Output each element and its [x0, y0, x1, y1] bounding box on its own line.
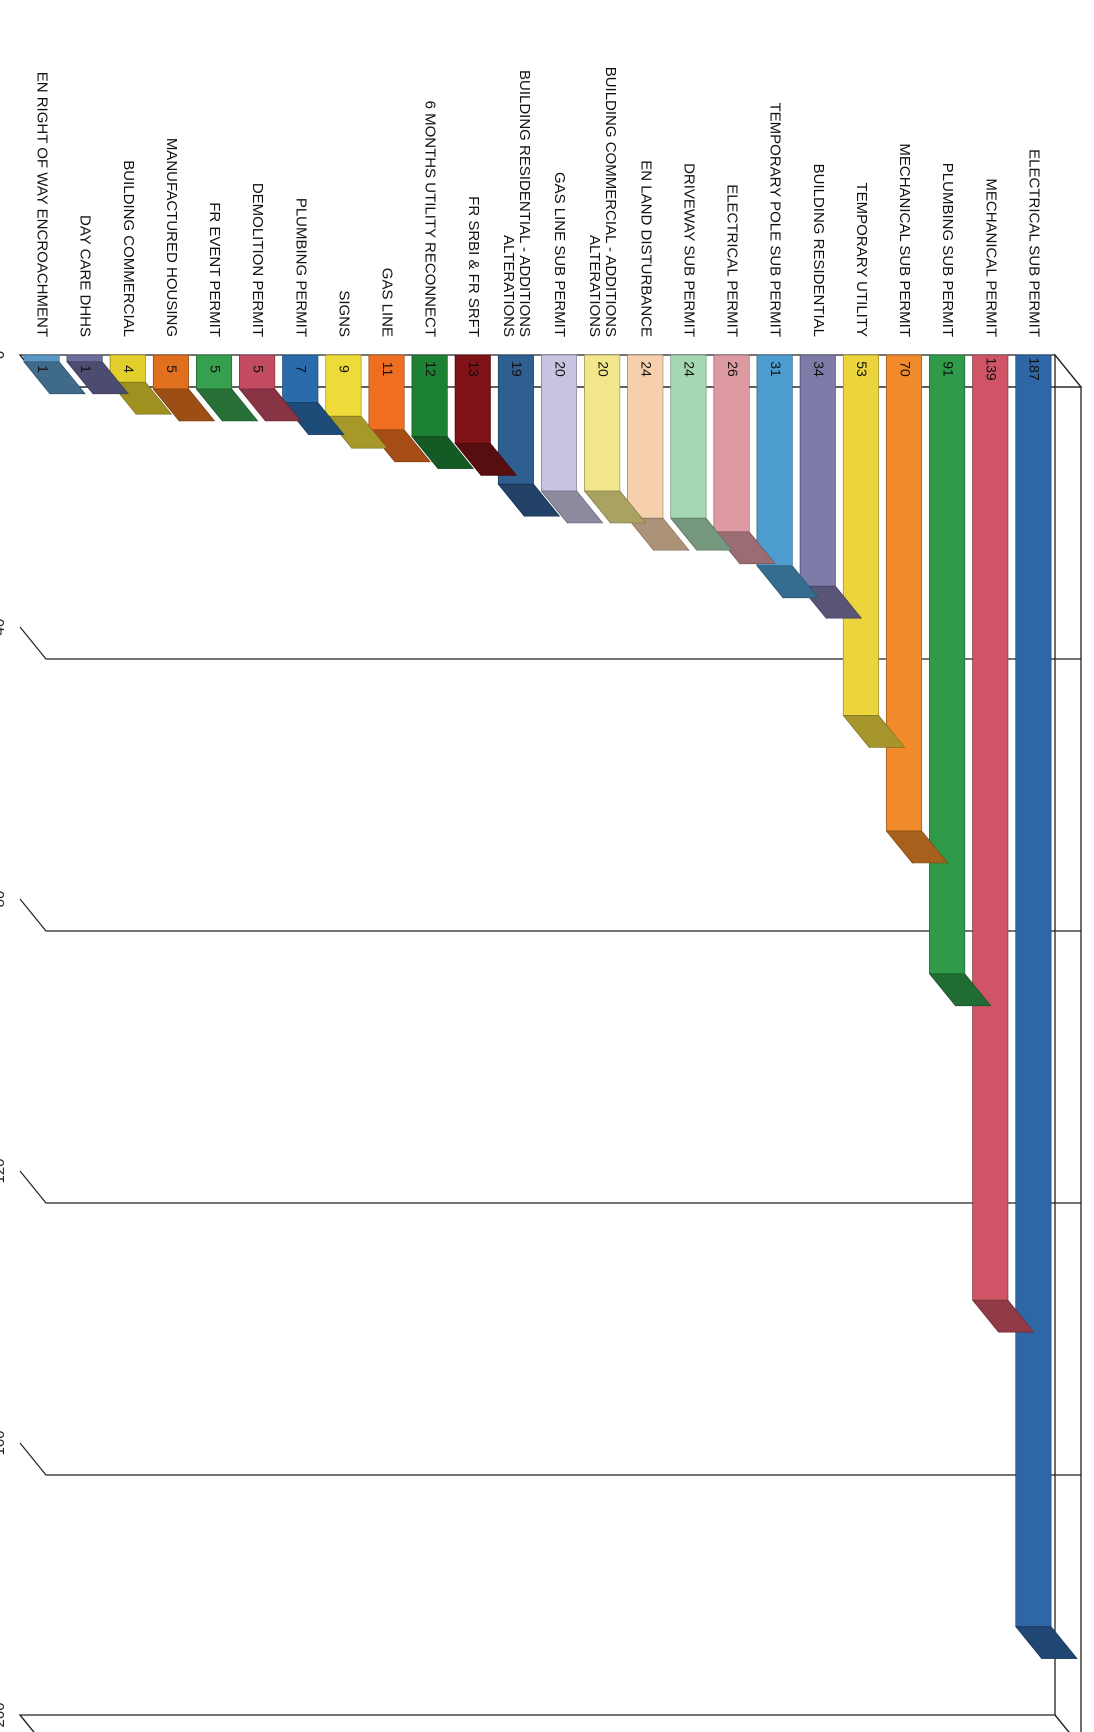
bar — [929, 354, 966, 975]
bar-end — [497, 483, 561, 517]
data-label: 139 — [984, 357, 1000, 381]
data-label: 31 — [768, 361, 784, 377]
bar — [713, 354, 750, 533]
gridline — [19, 1442, 1081, 1476]
category-label: BUILDING COMMERCIAL - ADDITIONS — [602, 67, 619, 337]
category-label: DEMOLITION PERMIT — [249, 183, 266, 337]
bar-end — [1015, 1626, 1078, 1659]
bar — [886, 354, 923, 832]
x-tick-label: 120 — [0, 1158, 8, 1183]
x-tick-label: 160 — [0, 1430, 8, 1455]
category-label: DAY CARE DHHS — [77, 215, 94, 337]
bar-end — [842, 715, 906, 748]
bar-end — [282, 402, 345, 435]
bar-end — [972, 1299, 1035, 1333]
chart-end-wall — [18, 1714, 1083, 1732]
bar-end — [670, 517, 733, 551]
category-label: BUILDING RESIDENTIAL - ADDITIONS — [516, 70, 533, 337]
bar — [23, 354, 60, 363]
data-label: 7 — [294, 365, 310, 373]
category-label: TEMPORARY POLE SUB PERMIT — [767, 103, 784, 338]
category-label: PLUMBING SUB PERMIT — [939, 163, 956, 337]
bar-end — [325, 415, 388, 449]
data-label: 13 — [466, 361, 482, 377]
data-label: 91 — [940, 361, 956, 377]
bar-end — [238, 388, 302, 422]
bar — [627, 354, 664, 519]
category-label: ALTERATIONS — [500, 235, 517, 337]
category-label: FR SRBI & FR SRFT — [465, 196, 482, 337]
data-label: 1 — [78, 365, 94, 373]
bar-end — [928, 973, 992, 1007]
bar-end — [66, 361, 129, 395]
x-tick-label: 80 — [0, 891, 8, 908]
category-label: SIGNS — [335, 290, 352, 337]
chart-back-wall — [1054, 353, 1082, 1732]
category-label: DRIVEWAY SUB PERMIT — [680, 163, 697, 337]
bar-end — [713, 531, 776, 565]
data-label: 24 — [639, 361, 655, 377]
bar — [842, 354, 879, 716]
data-label: 187 — [1027, 357, 1043, 381]
data-label: 70 — [897, 361, 913, 377]
category-label: ELECTRICAL PERMIT — [724, 184, 741, 337]
data-label: 5 — [207, 365, 223, 373]
plot-area: 04080120160200187ELECTRICAL SUB PERMIT13… — [0, 67, 1083, 1732]
bar-end — [152, 388, 216, 422]
gridline — [19, 626, 1081, 660]
bar — [972, 354, 1009, 1301]
category-label: ELECTRICAL SUB PERMIT — [1025, 149, 1042, 337]
x-tick-label: 200 — [0, 1702, 8, 1727]
bar-end — [368, 429, 431, 463]
data-label: 19 — [509, 361, 525, 377]
data-label: 26 — [725, 361, 741, 377]
category-label: GAS LINE — [379, 268, 396, 337]
bar-end — [540, 490, 604, 524]
bar-end — [195, 388, 259, 422]
category-label: TEMPORARY UTILITY — [853, 183, 870, 337]
category-label: BUILDING RESIDENTIAL — [810, 164, 827, 337]
x-tick-label: 0 — [0, 351, 8, 359]
data-label: 9 — [337, 365, 353, 373]
category-label: 6 MONTHS UTILITY RECONNECT — [422, 101, 439, 337]
bar — [670, 354, 707, 519]
category-label: ALTERATIONS — [586, 235, 603, 337]
bar-end — [23, 361, 86, 395]
gridline — [19, 1170, 1081, 1204]
bar-end — [756, 565, 819, 599]
category-label: PLUMBING PERMIT — [292, 198, 309, 337]
category-label: EN RIGHT OF WAY ENCROACHMENT — [34, 72, 51, 337]
gridline — [19, 1714, 1081, 1732]
gridline — [19, 898, 1081, 932]
data-label: 11 — [380, 362, 396, 377]
data-label: 5 — [250, 365, 266, 373]
data-label: 34 — [811, 361, 827, 377]
bar-end — [454, 443, 518, 476]
category-label: MANUFACTURED HOUSING — [163, 138, 180, 337]
data-label: 5 — [164, 365, 180, 373]
bar-end — [411, 436, 474, 469]
category-label: FR EVENT PERMIT — [206, 202, 223, 337]
data-label: 1 — [35, 365, 51, 373]
bar-end — [583, 490, 647, 524]
data-label: 12 — [423, 361, 439, 377]
category-label: GAS LINE SUB PERMIT — [551, 172, 568, 337]
bar-end — [885, 830, 949, 864]
category-label: EN LAND DISTURBANCE — [637, 160, 654, 337]
data-label: 24 — [682, 361, 698, 377]
data-label: 53 — [854, 361, 870, 377]
category-label: BUILDING COMMERCIAL — [120, 160, 137, 337]
bar — [756, 354, 793, 567]
bar — [282, 354, 319, 403]
bar — [799, 354, 836, 587]
data-label: 20 — [552, 361, 568, 377]
data-label: 4 — [121, 365, 137, 373]
bar — [66, 354, 103, 363]
bar — [1015, 354, 1052, 1627]
category-label: MECHANICAL PERMIT — [982, 178, 999, 337]
x-tick-label: 40 — [0, 619, 8, 636]
category-label: MECHANICAL SUB PERMIT — [896, 143, 913, 337]
data-label: 20 — [595, 361, 611, 377]
